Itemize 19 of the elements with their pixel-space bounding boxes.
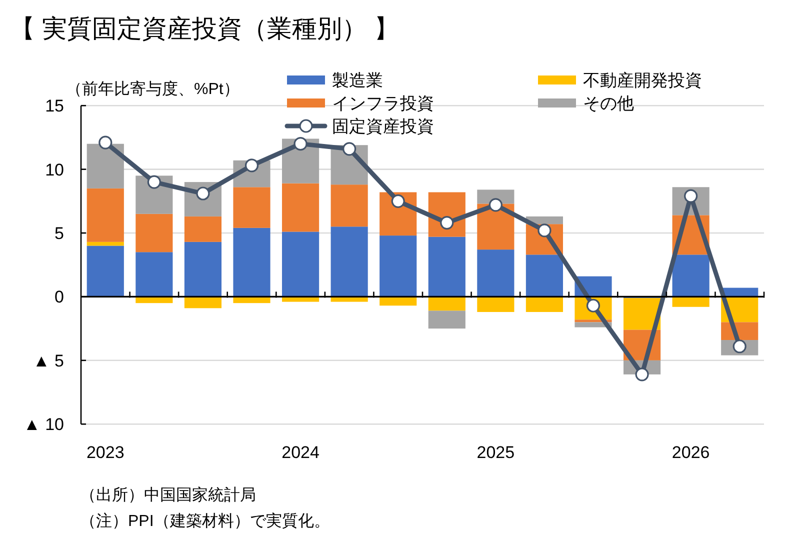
legend-label: 固定資産投資 <box>332 117 434 136</box>
annotation: （注）PPI（建築材料）で実質化。 <box>80 513 330 530</box>
legend-label: 製造業 <box>332 71 383 90</box>
xtick: 2023 <box>86 443 124 462</box>
xtick: 2026 <box>672 443 710 462</box>
xtick: 2024 <box>282 443 320 462</box>
annotation: （出所）中国国家統計局 <box>80 487 256 504</box>
legend-label: 不動産開発投資 <box>583 71 702 90</box>
xtick: 2025 <box>476 443 515 462</box>
ytick: ▲ 10 <box>24 415 64 434</box>
ylabel: （前年比寄与度、%Pt） <box>66 81 240 98</box>
ytick: 5 <box>54 224 64 243</box>
ytick: 0 <box>54 288 64 307</box>
legend-label: インフラ投資 <box>332 94 434 113</box>
legend-label: その他 <box>583 94 634 113</box>
title: 【 実質固定資産投資（業種別） 】 <box>10 15 399 43</box>
ytick: 10 <box>45 160 64 180</box>
ytick: ▲ 5 <box>32 351 64 370</box>
ytick: 15 <box>45 96 64 116</box>
